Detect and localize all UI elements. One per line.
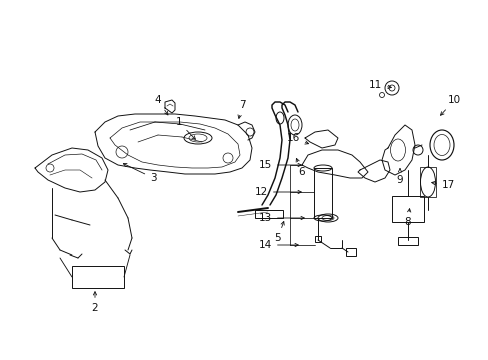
Text: 8: 8 — [404, 209, 410, 227]
Text: 4: 4 — [154, 95, 167, 115]
Bar — [419, 167, 435, 197]
Text: 13: 13 — [258, 213, 304, 223]
Bar — [313, 168, 331, 218]
Text: 11: 11 — [368, 80, 390, 90]
Bar — [314, 236, 320, 242]
Text: 15: 15 — [258, 160, 301, 170]
Text: 16: 16 — [286, 133, 308, 144]
Text: 12: 12 — [254, 187, 301, 197]
Text: 2: 2 — [92, 292, 98, 313]
Bar — [254, 210, 283, 218]
Bar — [72, 266, 124, 288]
Text: 10: 10 — [440, 95, 460, 115]
Bar — [346, 248, 355, 256]
Text: 6: 6 — [296, 158, 305, 177]
Text: 14: 14 — [258, 240, 298, 250]
Bar — [397, 237, 417, 245]
Bar — [391, 196, 423, 222]
Text: 3: 3 — [123, 163, 156, 183]
Text: 9: 9 — [396, 169, 403, 185]
Text: 17: 17 — [431, 180, 454, 190]
Text: 7: 7 — [238, 100, 245, 118]
Text: 5: 5 — [274, 221, 284, 243]
Text: 1: 1 — [175, 117, 195, 139]
